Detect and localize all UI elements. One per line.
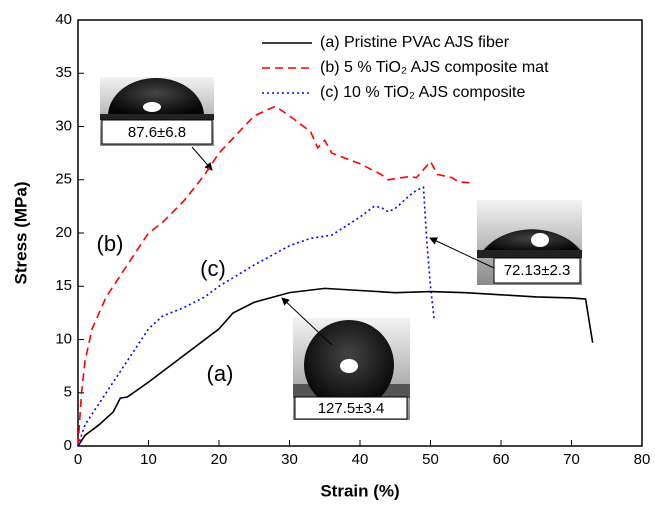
y-tick-label: 35 [55, 64, 72, 81]
annotation: (c) [200, 256, 226, 281]
annotation: (b) [97, 231, 124, 256]
x-tick-label: 10 [140, 451, 157, 468]
droplet-inset: 72.13±2.3 [477, 200, 582, 285]
contact-angle-label: 72.13±2.3 [504, 262, 571, 279]
arrow [281, 297, 333, 346]
y-tick-label: 40 [55, 11, 72, 28]
droplet-inset: 127.5±3.4 [293, 318, 410, 420]
annotation: (a) [207, 361, 234, 386]
y-tick-label: 25 [55, 171, 72, 188]
y-tick-label: 30 [55, 117, 72, 134]
droplet-inset: 87.6±6.8 [100, 77, 214, 146]
contact-angle-label: 87.6±6.8 [128, 124, 186, 141]
legend-label: (c) 10 % TiO₂ AJS composite [320, 84, 525, 101]
x-tick-label: 40 [352, 451, 369, 468]
x-tick-label: 80 [634, 451, 651, 468]
arrow [429, 237, 495, 269]
y-tick-label: 10 [55, 330, 72, 347]
contact-angle-label: 127.5±3.4 [318, 400, 385, 417]
x-tick-label: 50 [422, 451, 439, 468]
legend-label: (b) 5 % TiO₂ AJS composite mat [320, 59, 549, 76]
y-tick-label: 15 [55, 277, 72, 294]
y-tick-label: 0 [64, 437, 72, 454]
x-axis-label: Strain (%) [320, 481, 399, 500]
x-tick-label: 70 [563, 451, 580, 468]
series-line [77, 105, 473, 447]
arrow [191, 146, 213, 171]
y-tick-label: 20 [55, 224, 72, 241]
legend-label: (a) Pristine PVAc AJS fiber [320, 34, 510, 51]
series-line [77, 185, 435, 447]
x-tick-label: 20 [211, 451, 228, 468]
x-tick-label: 60 [493, 451, 510, 468]
x-tick-label: 0 [74, 451, 82, 468]
y-axis-label: Stress (MPa) [11, 182, 30, 285]
x-tick-label: 30 [281, 451, 298, 468]
series-line [77, 287, 594, 447]
y-tick-label: 5 [64, 384, 72, 401]
